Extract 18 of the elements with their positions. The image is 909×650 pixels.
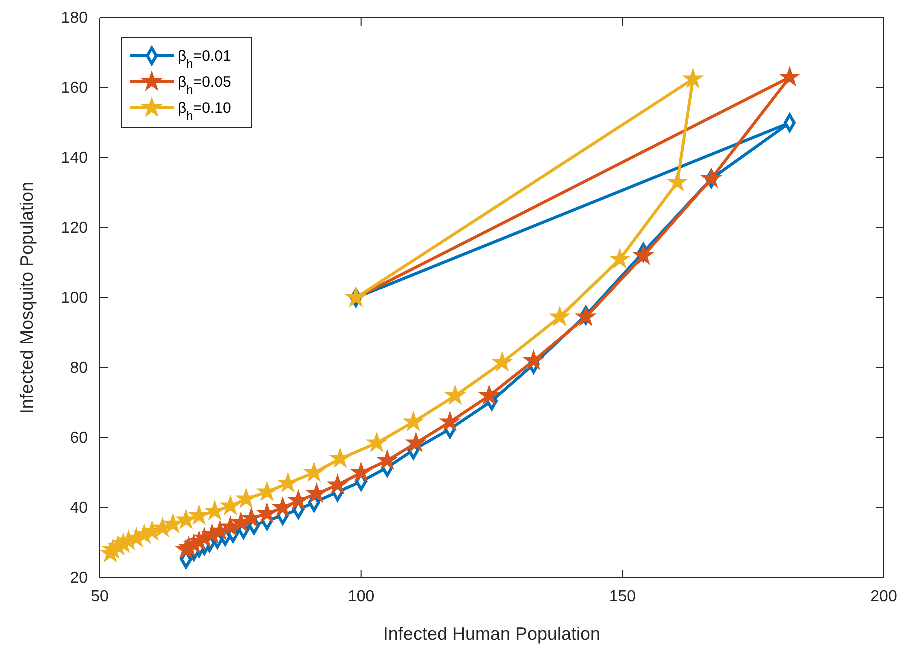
x-tick-label: 50 (91, 588, 109, 606)
y-axis-title: Infected Mosquito Population (17, 182, 37, 414)
y-tick-label: 180 (61, 10, 88, 28)
x-axis-title: Infected Human Population (383, 624, 601, 644)
y-tick-label: 60 (70, 430, 88, 448)
y-tick-label: 80 (70, 360, 88, 378)
y-tick-label: 120 (61, 220, 88, 238)
x-tick-label: 200 (870, 588, 898, 606)
legend-label: β$_{h}$=0.01 (178, 48, 232, 71)
y-tick-label: 20 (70, 570, 88, 588)
legend-label: β$_{h}$=0.10 (178, 100, 232, 123)
y-tick-label: 40 (70, 500, 88, 518)
y-tick-label: 140 (61, 150, 88, 168)
y-tick-label: 100 (61, 290, 88, 308)
x-tick-label: 100 (348, 588, 375, 606)
legend-label: β$_{h}$=0.05 (178, 74, 232, 97)
x-tick-label: 150 (609, 588, 636, 606)
y-tick-label: 160 (61, 80, 88, 98)
